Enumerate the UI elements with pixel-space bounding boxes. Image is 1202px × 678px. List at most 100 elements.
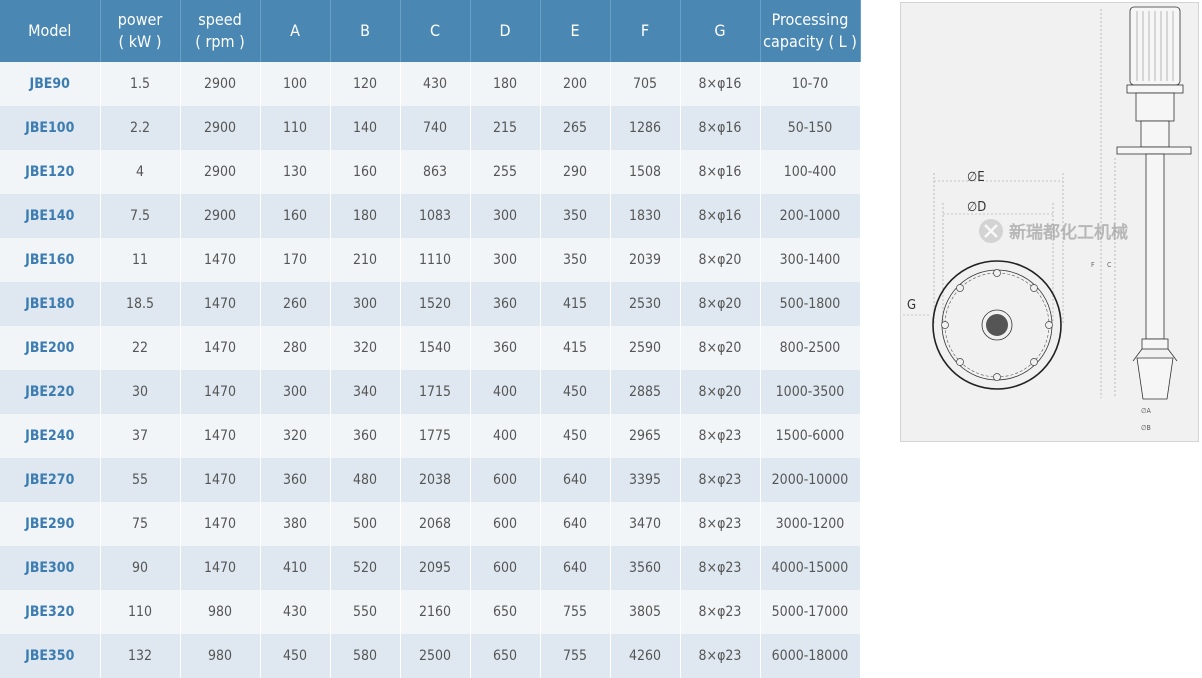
table-cell: 1286 — [610, 106, 681, 150]
table-cell: 110 — [100, 590, 181, 634]
table-cell: 1000-3500 — [760, 370, 861, 414]
table-cell: 2900 — [180, 106, 261, 150]
table-cell: 100-400 — [760, 150, 861, 194]
table-cell: 430 — [400, 62, 471, 106]
model-cell: JBE300 — [0, 546, 101, 590]
table-row: JBE270 55 1470 360 480 2038 600 640 3395 8×φ23 200… — [0, 458, 861, 502]
table-cell: 1715 — [400, 370, 471, 414]
table-row: JBE140 7.5 2900 160 180 1083 300 350 1830 8×φ16 20… — [0, 194, 861, 238]
model-cell: JBE90 — [0, 62, 101, 106]
table-cell: 100 — [260, 62, 331, 106]
table-cell: 2590 — [610, 326, 681, 370]
table-cell: 360 — [470, 282, 541, 326]
table-cell: 755 — [540, 634, 611, 678]
model-cell: JBE220 — [0, 370, 101, 414]
table-cell: 4260 — [610, 634, 681, 678]
label-d: ∅D — [967, 200, 986, 215]
table-cell: 18.5 — [100, 282, 181, 326]
table-row: JBE220 30 1470 300 340 1715 400 450 2885 8×φ20 100… — [0, 370, 861, 414]
table-cell: 980 — [180, 590, 261, 634]
table-row: JBE300 90 1470 410 520 2095 600 640 3560 8×φ23 400… — [0, 546, 861, 590]
column-header: B — [330, 0, 401, 62]
table-cell: 200-1000 — [760, 194, 861, 238]
table-cell: 215 — [470, 106, 541, 150]
model-cell: JBE290 — [0, 502, 101, 546]
table-cell: 650 — [470, 590, 541, 634]
table-cell: 410 — [260, 546, 331, 590]
table-row: JBE350 132 980 450 580 2500 650 755 4260 8×φ23 600… — [0, 634, 861, 678]
table-cell: 800-2500 — [760, 326, 861, 370]
table-cell: 3470 — [610, 502, 681, 546]
watermark-text: 新瑞都化工机械 — [1009, 222, 1128, 243]
table-cell: 8×φ16 — [680, 62, 761, 106]
table-cell: 8×φ20 — [680, 282, 761, 326]
table-cell: 600 — [470, 546, 541, 590]
label-g: G — [907, 298, 916, 313]
table-cell: 2900 — [180, 150, 261, 194]
agitator-diagram: ∅E ∅D G F C ∅A ∅B — [900, 2, 1199, 442]
table-cell: 8×φ20 — [680, 326, 761, 370]
model-cell: JBE180 — [0, 282, 101, 326]
table-cell: 450 — [540, 370, 611, 414]
table-cell: 8×φ23 — [680, 458, 761, 502]
table-cell: 1110 — [400, 238, 471, 282]
table-cell: 50-150 — [760, 106, 861, 150]
table-cell: 120 — [330, 62, 401, 106]
table-cell: 500 — [330, 502, 401, 546]
model-cell: JBE160 — [0, 238, 101, 282]
table-cell: 290 — [540, 150, 611, 194]
table-cell: 2965 — [610, 414, 681, 458]
table-cell: 740 — [400, 106, 471, 150]
model-cell: JBE350 — [0, 634, 101, 678]
table-cell: 1500-6000 — [760, 414, 861, 458]
table-cell: 260 — [260, 282, 331, 326]
model-cell: JBE100 — [0, 106, 101, 150]
table-cell: 11 — [100, 238, 181, 282]
table-cell: 4 — [100, 150, 181, 194]
table-cell: 1540 — [400, 326, 471, 370]
table-cell: 2038 — [400, 458, 471, 502]
table-cell: 580 — [330, 634, 401, 678]
table-row: JBE180 18.5 1470 260 300 1520 360 415 2530 8×φ20 5… — [0, 282, 861, 326]
table-cell: 1470 — [180, 414, 261, 458]
table-cell: 2500 — [400, 634, 471, 678]
table-cell: 8×φ16 — [680, 194, 761, 238]
table-cell: 640 — [540, 502, 611, 546]
table-cell: 350 — [540, 238, 611, 282]
column-header: D — [470, 0, 541, 62]
table-cell: 5000-17000 — [760, 590, 861, 634]
table-cell: 30 — [100, 370, 181, 414]
table-cell: 255 — [470, 150, 541, 194]
table-cell: 140 — [330, 106, 401, 150]
table-cell: 1083 — [400, 194, 471, 238]
table-cell: 8×φ23 — [680, 546, 761, 590]
column-header: F — [610, 0, 681, 62]
table-cell: 7.5 — [100, 194, 181, 238]
table-cell: 1470 — [180, 326, 261, 370]
table-row: JBE90 1.5 2900 100 120 430 180 200 705 8×φ16 10-70 — [0, 62, 861, 106]
table-cell: 2900 — [180, 194, 261, 238]
table-cell: 2900 — [180, 62, 261, 106]
table-cell: 415 — [540, 326, 611, 370]
column-header: C — [400, 0, 471, 62]
spec-table: Model power ( kW ) speed ( rpm ) A B C D E F G Pro… — [0, 0, 861, 678]
label-b: ∅B — [1141, 424, 1151, 432]
table-header: Model power ( kW ) speed ( rpm ) A B C D E F G Pro… — [0, 0, 861, 62]
table-cell: 200 — [540, 62, 611, 106]
table-row: JBE240 37 1470 320 360 1775 400 450 2965 8×φ23 150… — [0, 414, 861, 458]
label-c: C — [1107, 261, 1112, 269]
table-cell: 450 — [260, 634, 331, 678]
table-cell: 280 — [260, 326, 331, 370]
table-cell: 2068 — [400, 502, 471, 546]
table-cell: 8×φ16 — [680, 150, 761, 194]
table-cell: 2000-10000 — [760, 458, 861, 502]
table-cell: 863 — [400, 150, 471, 194]
table-cell: 300 — [470, 194, 541, 238]
table-cell: 3395 — [610, 458, 681, 502]
table-cell: 210 — [330, 238, 401, 282]
table-cell: 1470 — [180, 458, 261, 502]
table-cell: 3000-1200 — [760, 502, 861, 546]
table-cell: 705 — [610, 62, 681, 106]
table-row: JBE320 110 980 430 550 2160 650 755 3805 8×φ23 500… — [0, 590, 861, 634]
table-cell: 600 — [470, 458, 541, 502]
